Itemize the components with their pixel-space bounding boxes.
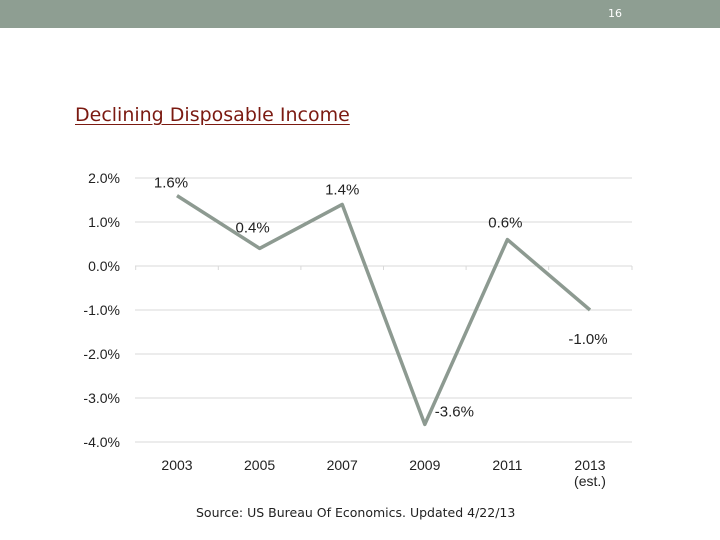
y-tick-label: -3.0% [83,390,120,406]
y-tick-label: 1.0% [88,214,120,230]
slide-title: Declining Disposable Income [75,104,350,126]
data-label: 1.4% [325,181,359,198]
data-label: -1.0% [568,331,607,348]
data-label: 1.6% [154,175,188,192]
y-tick-label: -4.0% [83,434,120,450]
y-tick-label: -2.0% [83,346,120,362]
x-tick-label: 2005 [244,457,275,473]
line-chart: 2.0% 1.0% 0.0% -1.0% -2.0% -3.0% -4.0% 2003 2005… [83,170,633,489]
source-note: Source: US Bureau Of Economics. Updated … [196,505,516,520]
top-bar: 16 [0,0,720,28]
data-label: -3.6% [435,403,474,420]
x-tick-label: 2007 [327,457,358,473]
y-tick-label: 2.0% [88,170,120,186]
data-label: 0.6% [488,215,522,232]
x-tick-label: 2011 [492,457,522,473]
y-tick-label: 0.0% [88,258,120,274]
page-number: 16 [608,7,622,20]
x-tick-label: 2009 [409,457,440,473]
y-tick-label: -1.0% [83,302,120,318]
x-tick-label: 2003 [161,457,192,473]
x-tick-label: 2013 (est.) [574,457,606,489]
data-label: 0.4% [235,219,269,236]
series-line [176,194,592,427]
